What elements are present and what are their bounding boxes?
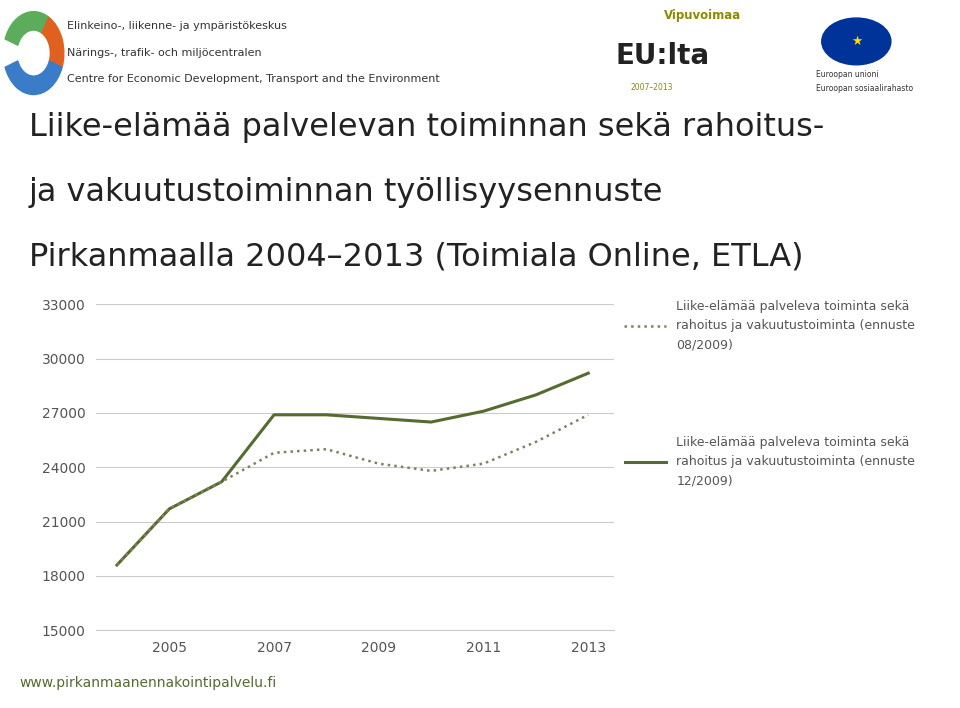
Wedge shape bbox=[5, 12, 49, 45]
Text: Elinkeino-, liikenne- ja ympäristökeskus: Elinkeino-, liikenne- ja ympäristökeskus bbox=[67, 21, 287, 31]
Text: Närings-, trafik- och miljöcentralen: Närings-, trafik- och miljöcentralen bbox=[67, 47, 262, 57]
Text: EU:lta: EU:lta bbox=[615, 42, 709, 70]
Text: Euroopan unioni: Euroopan unioni bbox=[816, 70, 878, 79]
Text: Pirkanmaalla 2004–2013 (Toimiala Online, ETLA): Pirkanmaalla 2004–2013 (Toimiala Online,… bbox=[29, 242, 804, 273]
Text: Vipuvoimaa: Vipuvoimaa bbox=[664, 9, 741, 22]
Text: www.pirkanmaanennakointipalvelu.fi: www.pirkanmaanennakointipalvelu.fi bbox=[19, 676, 276, 690]
Text: Euroopan sosiaalirahasto: Euroopan sosiaalirahasto bbox=[816, 84, 913, 93]
Text: Centre for Economic Development, Transport and the Environment: Centre for Economic Development, Transpo… bbox=[67, 74, 440, 84]
Text: ★: ★ bbox=[851, 35, 862, 48]
Text: Liike-elämää palvelevan toiminnan sekä rahoitus-: Liike-elämää palvelevan toiminnan sekä r… bbox=[29, 112, 825, 143]
Text: Liike-elämää palveleva toiminta sekä
rahoitus ja vakuutustoiminta (ennuste
12/20: Liike-elämää palveleva toiminta sekä rah… bbox=[676, 436, 915, 487]
Circle shape bbox=[822, 18, 891, 65]
Text: ja vakuutustoiminnan työllisyysennuste: ja vakuutustoiminnan työllisyysennuste bbox=[29, 177, 663, 208]
Text: 2007–2013: 2007–2013 bbox=[630, 83, 673, 91]
Wedge shape bbox=[42, 17, 63, 67]
Text: Liike-elämää palveleva toiminta sekä
rahoitus ja vakuutustoiminta (ennuste
08/20: Liike-elämää palveleva toiminta sekä rah… bbox=[676, 300, 915, 351]
Wedge shape bbox=[5, 61, 62, 95]
